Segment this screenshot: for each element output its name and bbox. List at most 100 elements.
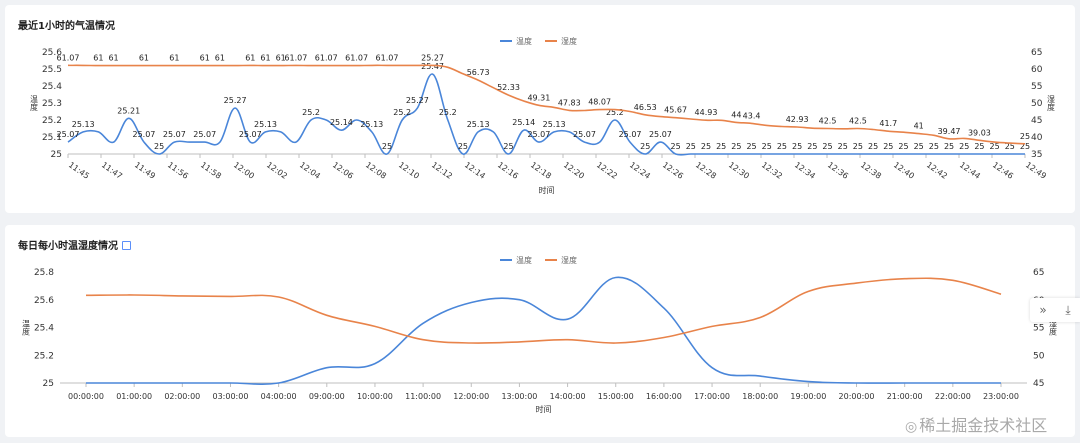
y-right-tick-label: 50: [1031, 99, 1043, 109]
x-tick-label: 11:45: [67, 160, 91, 181]
temperature-data-label: 25: [762, 142, 772, 151]
humidity-data-label: 61: [169, 54, 179, 63]
humidity-data-label: 47.83: [558, 98, 581, 107]
y-left-tick-label: 25.4: [34, 324, 54, 334]
temperature-data-label: 25: [944, 142, 954, 151]
humidity-data-label: 42.5: [849, 117, 867, 126]
x-tick-label: 12:46: [991, 160, 1015, 181]
y-right-tick-label: 45: [1033, 379, 1044, 389]
temperature-data-label: 25: [807, 142, 817, 151]
temperature-data-label: 25: [701, 142, 711, 151]
card2-title-wrap: 每日每小时温湿度情况: [18, 237, 131, 252]
x-tick-label: 15:00:00: [598, 392, 634, 401]
x-tick-label: 12:36: [826, 160, 850, 181]
temperature-data-label: 25.2: [439, 108, 457, 117]
humidity-data-label: 61.07: [57, 53, 80, 62]
legend-hum-label: 湿度: [561, 255, 577, 265]
temperature-data-label: 25: [458, 142, 468, 151]
humidity-data-label: 61: [245, 53, 255, 62]
temperature-data-label: 25.14: [330, 118, 353, 127]
temperature-data-label: 25.13: [467, 120, 490, 129]
legend-temp-label: 温度: [516, 36, 532, 46]
humidity-data-label: 61.07: [315, 54, 338, 63]
temperature-data-label: 25.2: [302, 108, 320, 117]
x-tick-label: 20:00:00: [839, 392, 875, 401]
watermark: ◎ 稀土掘金技术社区: [905, 412, 1047, 436]
x-tick-label: 11:58: [199, 160, 223, 181]
temperature-data-label: 25.07: [527, 130, 550, 139]
temperature-data-label: 25: [838, 142, 848, 151]
x-tick-label: 12:38: [859, 160, 883, 181]
x-tick-label: 12:06: [331, 160, 355, 181]
temperature-data-label: 25: [382, 142, 392, 151]
x-tick-label: 12:22: [595, 160, 619, 181]
temperature-data-label: 25.2: [393, 108, 411, 117]
x-tick-label: 23:00:00: [983, 392, 1019, 401]
humidity-data-label: 61: [139, 54, 149, 63]
temperature-data-label: 25.13: [360, 120, 383, 129]
download-icon[interactable]: ⤓: [1065, 302, 1071, 317]
humidity-data-label: 52.33: [497, 83, 520, 92]
x-tick-label: 12:12: [430, 160, 454, 181]
y-right-axis-title: 湿度: [1047, 95, 1056, 112]
temperature-data-label: 25: [1020, 142, 1030, 151]
humidity-data-label: 39.47: [938, 127, 961, 136]
temperature-data-label: 25.13: [72, 120, 95, 129]
temperature-data-label: 25: [716, 142, 726, 151]
x-tick-label: 12:08: [364, 160, 388, 181]
temperature-data-label: 25: [777, 142, 787, 151]
expand-icon[interactable]: »: [1039, 303, 1047, 317]
humidity-data-label: 46.53: [634, 103, 657, 112]
temperature-data-label: 25.07: [193, 130, 216, 139]
temperature-data-label: 25: [929, 142, 939, 151]
humidity-data-label: 61.07: [284, 53, 307, 62]
humidity-data-label: 44.93: [695, 108, 718, 117]
y-right-tick-label: 60: [1031, 65, 1043, 75]
x-tick-label: 12:20: [562, 160, 586, 181]
temperature-data-label: 25: [990, 142, 1000, 151]
temperature-data-label: 25: [868, 142, 878, 151]
temperature-data-label: 25: [671, 142, 681, 151]
temperature-data-label: 25.07: [239, 130, 262, 139]
y-left-axis-title: 温度: [22, 320, 31, 337]
humidity-line: [85, 277, 1002, 344]
temperature-data-label: 25.2: [606, 108, 624, 117]
temperature-data-label: 25.07: [649, 130, 672, 139]
temperature-data-label: 25: [914, 142, 924, 151]
temperature-data-label: 25: [883, 142, 893, 151]
card2-title: 每日每小时温湿度情况: [18, 241, 118, 252]
temperature-data-label: 25: [503, 142, 513, 151]
x-axis-title: 时间: [539, 185, 555, 195]
temperature-data-label: 25.13: [543, 120, 566, 129]
temperature-data-label: 25.07: [619, 130, 642, 139]
temperature-line: [85, 276, 1001, 385]
x-tick-label: 12:16: [496, 160, 520, 181]
card1-title: 最近1小时的气温情况: [18, 21, 115, 32]
temperature-data-label: 25: [731, 142, 741, 151]
y-right-tick-label: 35: [1031, 150, 1042, 160]
temperature-data-label: 25: [792, 142, 802, 151]
legend-hum-label: 湿度: [561, 36, 577, 46]
x-tick-label: 12:02: [265, 160, 289, 181]
humidity-data-label: 41.7: [879, 119, 897, 128]
y-left-tick-label: 25.3: [42, 99, 62, 109]
x-tick-label: 12:14: [463, 160, 487, 181]
watermark-icon: ◎: [905, 419, 918, 435]
x-tick-label: 00:00:00: [68, 392, 104, 401]
y-left-tick-label: 25.2: [42, 116, 62, 126]
humidity-data-label: 39.03: [968, 128, 991, 137]
temperature-data-label: 25.47: [421, 62, 444, 71]
y-left-tick-label: 25.1: [42, 133, 62, 143]
x-tick-label: 12:26: [661, 160, 685, 181]
recent-hour-chart: 温度 湿度2525.125.225.325.425.525.63540455055…: [30, 36, 1056, 195]
y-left-axis-title: 温度: [30, 95, 39, 112]
y-left-tick-label: 25.6: [34, 296, 54, 306]
temperature-data-label: 25.21: [117, 106, 140, 115]
y-left-tick-label: 25.2: [34, 351, 54, 361]
copy-icon[interactable]: [122, 240, 131, 250]
temperature-data-label: 25.13: [254, 120, 277, 129]
x-tick-label: 11:00:00: [405, 392, 441, 401]
x-tick-label: 12:28: [694, 160, 718, 181]
temperature-data-label: 25: [746, 142, 756, 151]
temperature-data-label: 25: [959, 142, 969, 151]
